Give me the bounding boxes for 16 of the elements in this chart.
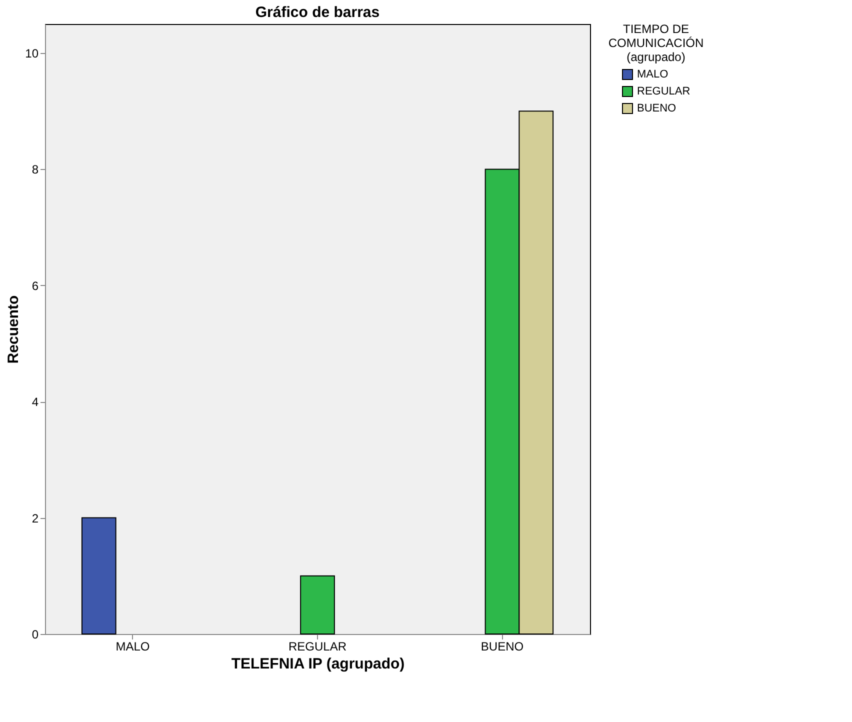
y-tick-label: 4	[32, 395, 39, 410]
y-axis-title: Recuento	[5, 295, 22, 364]
y-tick-label: 0	[32, 628, 39, 642]
legend-title: TIEMPO DE COMUNICACIÓN (agrupado)	[608, 22, 704, 64]
x-tick-label: MALO	[116, 640, 150, 654]
legend-label: REGULAR	[637, 86, 690, 98]
legend-label: MALO	[637, 68, 669, 80]
x-axis-title: TELEFNIA IP (agrupado)	[231, 656, 405, 672]
y-tick-label: 8	[32, 162, 39, 177]
y-tick-label: 6	[32, 278, 39, 293]
x-tick-label: BUENO	[480, 640, 524, 654]
y-tick-label: 2	[32, 511, 39, 526]
chart-title: Gráfico de barras	[255, 4, 380, 21]
y-tick-label: 10	[25, 46, 39, 61]
legend-label: BUENO	[637, 102, 677, 114]
x-tick-label: REGULAR	[288, 640, 347, 654]
